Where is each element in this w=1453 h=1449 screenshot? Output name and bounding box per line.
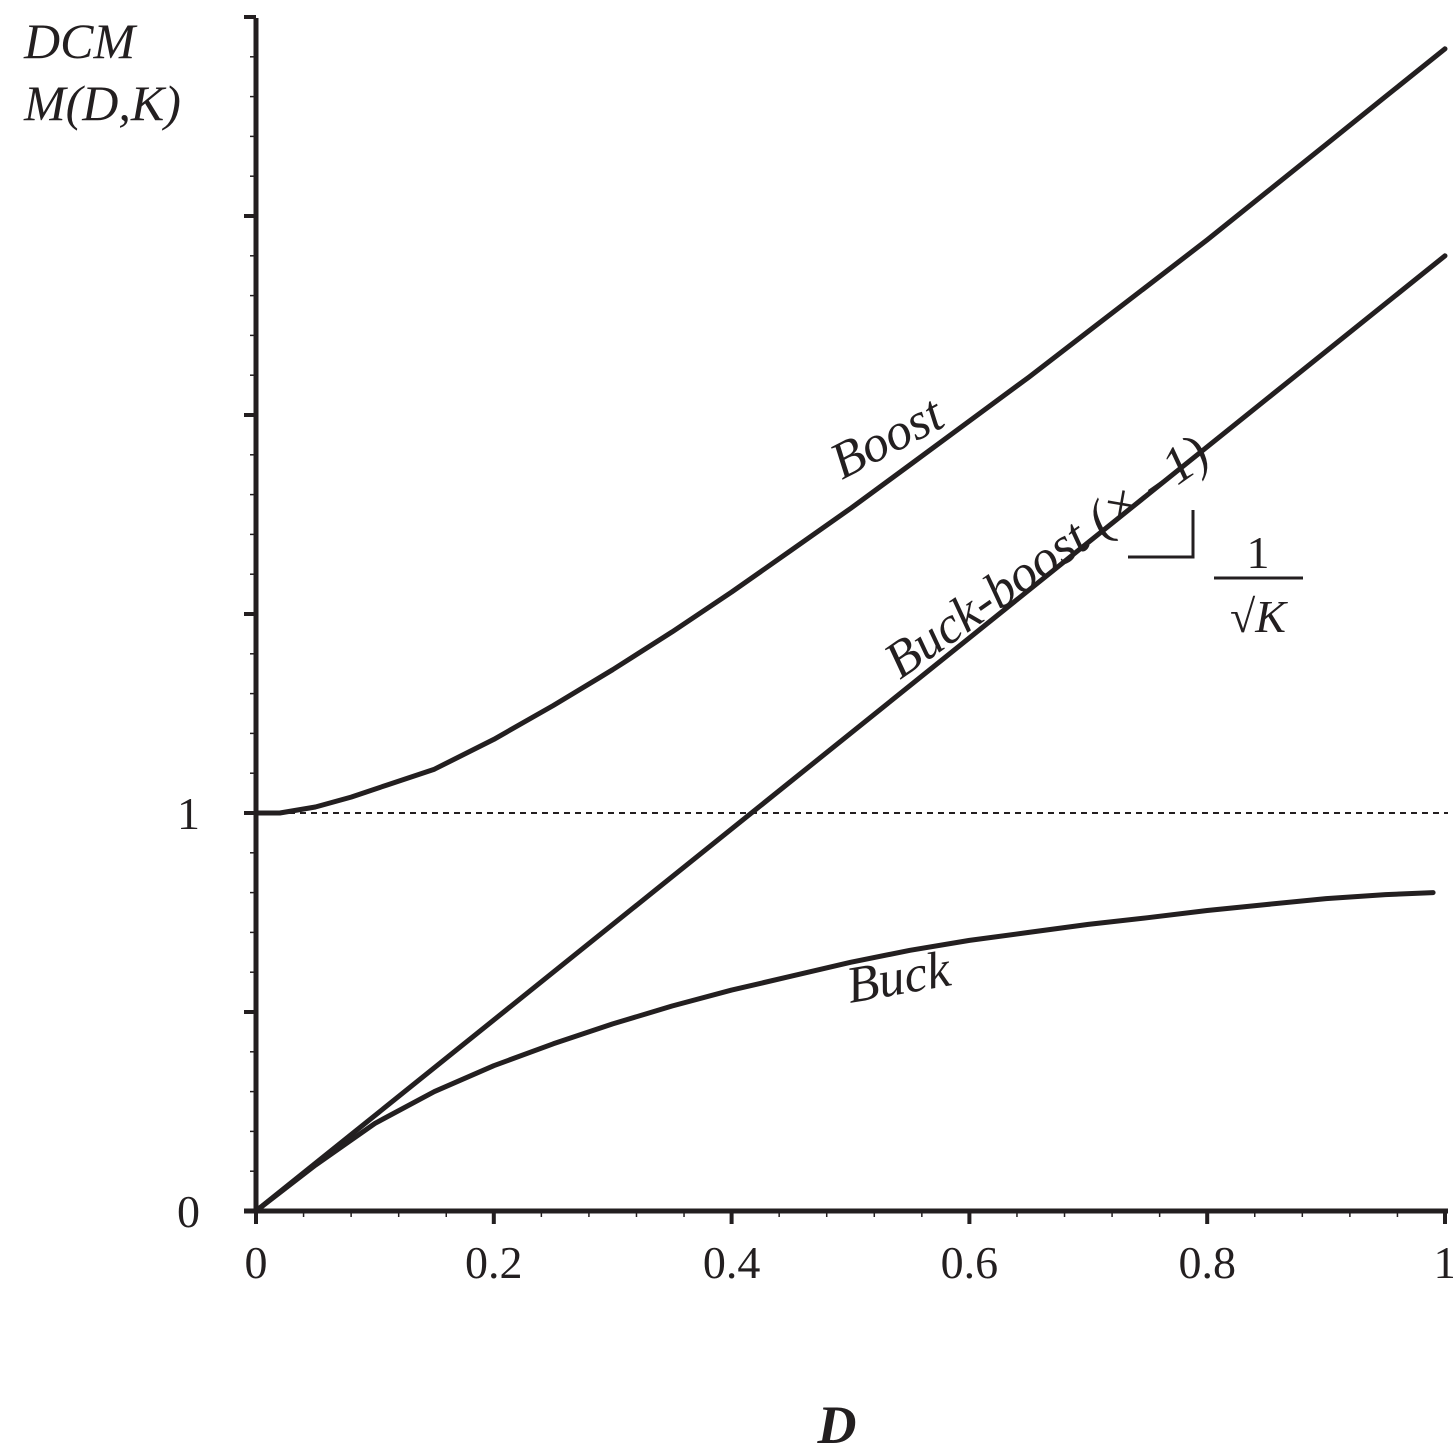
x-tick-label: 0.6: [941, 1237, 999, 1288]
buck-curve: [253, 890, 1436, 1214]
y-axis-title-line1: DCM: [23, 13, 137, 69]
buck-boost-curve: [253, 253, 1448, 1214]
x-tick-label: 1: [1434, 1237, 1453, 1288]
y-axis-ticks: 01: [177, 15, 256, 1237]
x-tick-label: 0.8: [1178, 1237, 1236, 1288]
x-tick-label: 0.4: [703, 1237, 761, 1288]
boost-curve: [253, 46, 1448, 816]
slope-denominator: √K: [1230, 591, 1288, 642]
x-tick-label: 0: [245, 1237, 268, 1288]
buck-label: Buck: [842, 940, 955, 1014]
axes: 01 0 0.2 0.4 0.6 0.8 1: [177, 15, 1453, 1288]
slope-numerator: 1: [1247, 527, 1270, 578]
x-axis-ticks: 0 0.2 0.4 0.6 0.8 1: [245, 1211, 1453, 1288]
y-tick-label: 0: [177, 1186, 200, 1237]
series-layer: [253, 46, 1448, 1214]
y-tick-label: 1: [177, 788, 200, 839]
slope-triangle: [1128, 510, 1195, 559]
x-tick-label: 0.2: [465, 1237, 523, 1288]
boost-label: Boost: [821, 385, 954, 491]
slope-triangle-legs: [1128, 510, 1195, 559]
x-axis-title: D: [817, 1395, 857, 1449]
y-axis-title-line2: M(D,K): [23, 75, 181, 131]
